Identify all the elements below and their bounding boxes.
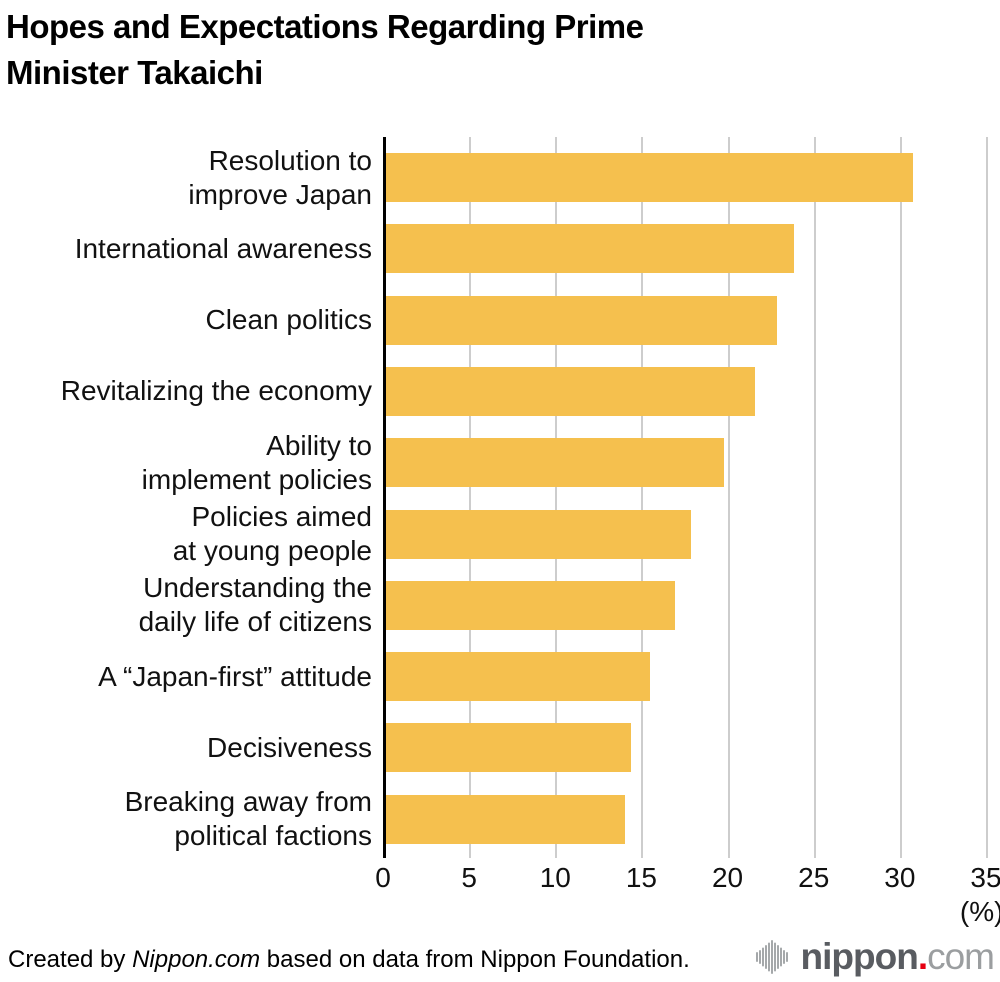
category-label: Policies aimed at young people xyxy=(172,501,372,566)
gridline xyxy=(641,137,644,858)
chart-title-line-2: Minister Takaichi xyxy=(6,54,263,91)
x-axis-unit-label: (%) xyxy=(959,896,1000,927)
bar xyxy=(386,580,676,630)
gridline xyxy=(986,137,988,858)
chart-title-line-1: Hopes and Expectations Regarding Prime xyxy=(6,8,644,45)
bar xyxy=(386,794,626,844)
x-tick-label: 5 xyxy=(461,862,477,893)
bar xyxy=(386,723,631,773)
x-tick-label: 25 xyxy=(798,862,830,893)
logo-text-com: com xyxy=(927,936,995,977)
plot-area xyxy=(383,137,988,858)
bar xyxy=(386,224,795,274)
category-label: Resolution to improve Japan xyxy=(188,144,372,210)
x-tick-label: 30 xyxy=(884,862,916,893)
bar xyxy=(386,438,724,488)
bar xyxy=(386,509,691,559)
category-label: Understanding the daily life of citizens xyxy=(138,572,372,638)
credit-source-name: Nippon.com xyxy=(132,946,261,973)
soundwave-icon xyxy=(755,940,788,974)
category-label: A “Japan-first” attitude xyxy=(98,660,372,692)
x-tick-label: 0 xyxy=(375,862,391,893)
y-axis-line xyxy=(383,137,386,858)
nippon-logo: nippon. com xyxy=(755,936,995,978)
x-tick-label: 15 xyxy=(625,862,657,893)
gridline xyxy=(727,137,730,858)
credit-prefix: Created by xyxy=(8,946,133,973)
category-label: Revitalizing the economy xyxy=(60,375,372,407)
gridline xyxy=(469,137,472,858)
bar xyxy=(386,295,778,345)
x-tick-label: 35 xyxy=(970,862,1000,893)
category-label: Breaking away from political factions xyxy=(124,786,372,852)
footer-credit: Created by Nippon.com based on data from… xyxy=(8,946,690,974)
bar xyxy=(386,153,914,202)
x-tick-label: 10 xyxy=(539,862,571,893)
logo-text-nippon: nippon xyxy=(800,936,919,977)
category-label: Decisiveness xyxy=(207,731,372,763)
category-label: Clean politics xyxy=(205,304,372,336)
bar xyxy=(386,366,755,416)
credit-suffix: based on data from Nippon Foundation. xyxy=(260,946,690,973)
gridline xyxy=(899,137,902,858)
chart-title: Hopes and Expectations Regarding Prime M… xyxy=(6,4,806,96)
category-label: International awareness xyxy=(74,232,372,264)
logo-dot: . xyxy=(917,936,928,977)
gridline xyxy=(555,137,558,858)
bar xyxy=(386,652,650,702)
x-tick-label: 20 xyxy=(711,862,744,893)
gridline xyxy=(813,137,816,858)
category-label: Ability to implement policies xyxy=(141,429,372,495)
